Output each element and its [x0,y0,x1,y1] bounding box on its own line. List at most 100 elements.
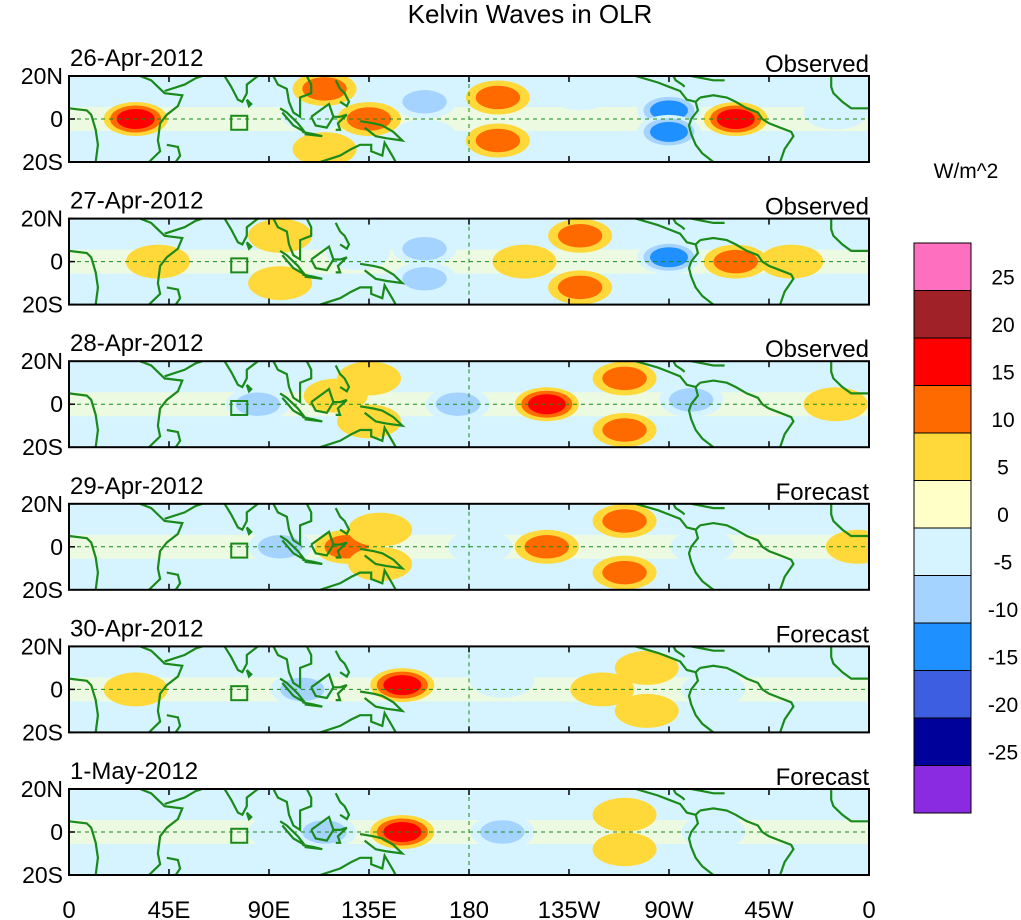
panels-group: 20N 0 20S 26-Apr-2012 Observed 20N 0 20S 27-Apr-… [21,45,870,888]
anomaly-contour [402,267,447,291]
region-box-marker [230,542,249,559]
coastline-segment [279,392,306,419]
x-tick-label: 45E [148,897,191,920]
coastline-segment [272,789,313,832]
colorbar-box [913,765,972,814]
coastline-segment [272,646,313,690]
y-tick-label: 0 [50,676,63,702]
anomaly-contour [668,388,714,412]
anomaly-contour [803,95,868,130]
panel-type: Forecast [776,479,870,506]
colorbar-box [913,622,972,671]
panel-date: 30-Apr-2012 [70,615,203,642]
y-tick-label: 0 [50,249,63,275]
coastline-segment [245,98,253,109]
anomaly-contour [337,361,401,396]
x-tick-label: 180 [449,897,489,920]
coastline-segment [279,249,306,276]
coastline-segment [687,671,715,733]
panel-date: 27-Apr-2012 [70,188,203,215]
coastline-segment [319,282,397,305]
anomaly-contour [383,675,422,696]
x-tick-label: 0 [62,897,75,920]
anomaly-contour [435,392,481,416]
panel-2: 20N 0 20S 27-Apr-2012 Observed [21,188,870,318]
region-box-marker [230,827,249,844]
coastline-segment [687,386,715,448]
colorbar-box [913,480,972,529]
coastline-segment [699,807,795,875]
anomaly-cell [803,95,868,130]
colorbar: W/m^2 25 20 15 10 5 0 -5 -10 -15 -20 -25 [913,160,1018,814]
colorbar-boxes [913,242,972,814]
coastline-segment [223,218,259,246]
region-box-marker [230,399,249,416]
coastline-segment [139,789,184,875]
anomaly-cell [348,512,413,547]
colorbar-box [913,290,972,339]
anomaly-contour [392,119,457,154]
anomaly-cell [592,413,657,447]
coastline-segment [334,79,351,108]
y-tick-label: 0 [50,391,63,417]
coastline-segment [334,507,351,536]
coastline-segment [359,547,406,570]
anomaly-contour [825,529,869,564]
anomaly-contour [602,509,647,533]
coastline-segment [272,218,313,262]
coastline-segment [139,218,184,305]
coastline-segment [69,677,100,733]
coastline-segment [166,571,182,590]
colorbar-tick-label: 5 [997,457,1009,480]
coastline-segment [164,218,203,235]
y-tick-label: 20N [21,491,63,517]
coastline-segment [359,690,406,713]
colorbar-tick-label: -25 [988,742,1018,765]
anomaly-cell [392,261,457,296]
coastline-segment [690,503,725,510]
anomaly-cell [592,797,657,832]
coastline-segment [223,361,259,389]
coastline-segment [687,814,715,875]
anomaly-cell [637,114,701,149]
coastline-segment [272,503,313,547]
coastline-segment [699,664,795,733]
colorbar-tick-label: -5 [994,552,1013,575]
x-axis: 0 45E 90E 135E 180 135W 90W 45W 0 [62,897,875,920]
x-tick-label: 0 [862,897,875,920]
anomaly-contour [602,366,647,391]
anomaly-contour [402,236,447,261]
coastline-segment [302,701,323,708]
colorbar-box [913,670,972,719]
coastline-segment [359,833,406,856]
coastline-segment [69,534,100,590]
coastline-segment [164,646,203,663]
y-tick-label: 20N [21,776,63,802]
anomaly-field [69,504,869,590]
anomaly-contour [614,693,679,728]
coastline-segment [690,76,725,82]
y-tick-label: 20N [21,63,63,89]
anomaly-cell [592,361,657,396]
coastline-segment [139,646,184,733]
coastline-segment [687,244,715,305]
anomaly-cell [592,555,657,590]
anomaly-contour [803,387,868,422]
anomaly-contour [470,663,535,698]
coastline-segment [687,101,715,162]
anomaly-contour [248,218,313,253]
coastline-segment [223,789,259,817]
coastline-segment [672,646,686,658]
colorbar-tick-label: -10 [988,599,1018,622]
anomaly-contour [248,266,313,301]
coastline-segment [334,650,351,679]
coastline-segment [279,677,306,704]
anomaly-contour [650,100,688,121]
panel-type: Forecast [776,621,870,648]
y-tick-label: 20S [22,862,63,888]
colorbar-box [913,242,972,291]
coastline-segment [690,218,725,224]
coastline-segment [279,820,306,846]
colorbar-box [913,432,972,481]
